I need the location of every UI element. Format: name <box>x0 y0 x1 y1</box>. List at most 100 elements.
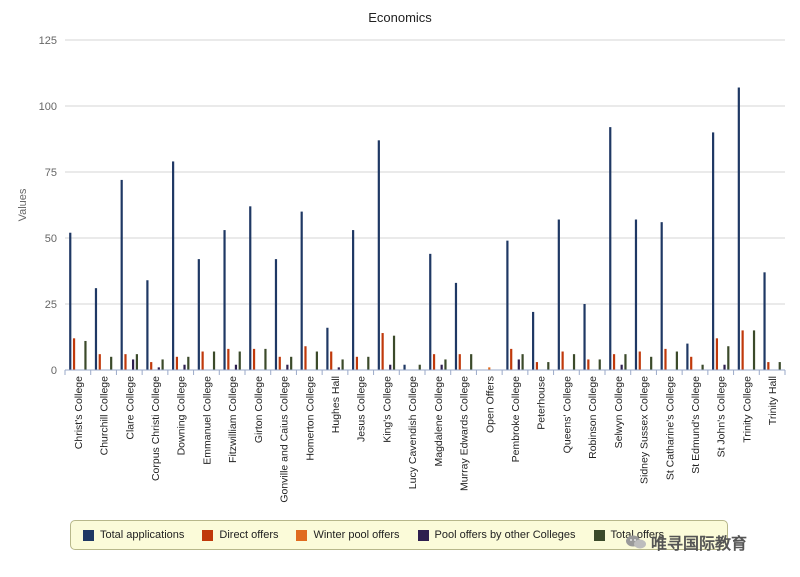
bar-total-applications[interactable] <box>583 304 586 370</box>
bar-total-applications[interactable] <box>763 272 766 370</box>
bar-direct-offers[interactable] <box>741 330 744 370</box>
bar-total-applications[interactable] <box>686 343 689 370</box>
bar-total-applications[interactable] <box>249 206 252 370</box>
bar-direct-offers[interactable] <box>278 356 281 370</box>
legend-item-total-applications[interactable]: Total applications <box>83 529 184 541</box>
bar-total-applications[interactable] <box>69 232 72 370</box>
bar-total-applications[interactable] <box>506 240 509 370</box>
bar-total-offers[interactable] <box>650 356 653 370</box>
bar-total-offers[interactable] <box>212 351 216 370</box>
bar-pool-offers-by-other-colleges[interactable] <box>723 364 726 370</box>
bar-total-offers[interactable] <box>675 351 678 370</box>
bar-pool-offers-by-other-colleges[interactable] <box>337 367 340 370</box>
bar-pool-offers-by-other-colleges[interactable] <box>517 359 520 370</box>
bar-direct-offers[interactable] <box>587 359 590 370</box>
bar-total-applications[interactable] <box>300 211 303 370</box>
bar-total-applications[interactable] <box>532 311 535 370</box>
bar-total-offers[interactable] <box>418 364 421 370</box>
bar-total-offers[interactable] <box>238 351 241 370</box>
bar-total-offers[interactable] <box>470 354 473 370</box>
bar-total-offers[interactable] <box>341 359 344 370</box>
bar-total-offers[interactable] <box>315 351 318 370</box>
bar-direct-offers[interactable] <box>767 362 770 370</box>
bar-total-applications[interactable] <box>609 127 612 371</box>
bar-direct-offers[interactable] <box>201 351 204 370</box>
bar-direct-offers[interactable] <box>612 354 616 370</box>
bar-total-applications[interactable] <box>223 230 226 370</box>
legend-item-winter-pool-offers[interactable]: Winter pool offers <box>296 529 400 541</box>
bar-total-applications[interactable] <box>120 179 123 370</box>
bar-direct-offers[interactable] <box>458 354 461 370</box>
bar-total-applications[interactable] <box>352 230 355 370</box>
bar-direct-offers[interactable] <box>124 354 127 370</box>
bar-pool-offers-by-other-colleges[interactable] <box>183 364 186 370</box>
bar-total-applications[interactable] <box>454 282 458 370</box>
bar-direct-offers[interactable] <box>150 362 153 370</box>
bar-direct-offers[interactable] <box>715 338 719 370</box>
bar-total-offers[interactable] <box>521 354 524 370</box>
bar-total-applications[interactable] <box>172 161 175 370</box>
bar-total-offers[interactable] <box>752 330 756 370</box>
bar-total-applications[interactable] <box>377 140 380 370</box>
bar-pool-offers-by-other-colleges[interactable] <box>234 364 238 370</box>
bar-direct-offers[interactable] <box>432 354 436 370</box>
bar-total-applications[interactable] <box>274 259 278 370</box>
bar-pool-offers-by-other-colleges[interactable] <box>286 364 289 370</box>
bar-total-applications[interactable] <box>197 259 200 370</box>
bar-total-applications[interactable] <box>94 288 98 370</box>
bar-direct-offers[interactable] <box>510 348 513 370</box>
bar-total-applications[interactable] <box>660 222 663 370</box>
bar-total-offers[interactable] <box>572 354 576 370</box>
bar-pool-offers-by-other-colleges[interactable] <box>131 359 135 370</box>
bar-total-applications[interactable] <box>737 87 740 371</box>
bar-direct-offers[interactable] <box>175 356 179 370</box>
bar-total-offers[interactable] <box>392 335 396 370</box>
bar-total-offers[interactable] <box>367 356 370 370</box>
bar-pool-offers-by-other-colleges[interactable] <box>389 364 392 370</box>
bar-total-offers[interactable] <box>701 364 704 370</box>
bar-direct-offers[interactable] <box>98 354 101 370</box>
bar-direct-offers[interactable] <box>664 348 667 370</box>
bar-total-applications[interactable] <box>557 219 560 370</box>
bar-total-applications[interactable] <box>326 327 329 370</box>
bar-total-offers[interactable] <box>110 356 113 370</box>
bar-pool-offers-by-other-colleges[interactable] <box>440 364 443 370</box>
bar-direct-offers[interactable] <box>535 362 539 370</box>
bar-direct-offers[interactable] <box>561 351 564 370</box>
bar-total-offers[interactable] <box>727 346 730 370</box>
bar-total-applications[interactable] <box>146 280 149 370</box>
legend-item-direct-offers[interactable]: Direct offers <box>202 529 278 541</box>
bar-total-applications[interactable] <box>429 253 432 370</box>
bar-total-offers[interactable] <box>264 348 267 370</box>
bar-direct-offers[interactable] <box>690 356 693 370</box>
bar-direct-offers[interactable] <box>227 348 230 370</box>
bar-total-offers[interactable] <box>187 356 190 370</box>
bar-total-offers[interactable] <box>135 354 138 370</box>
bar-direct-offers[interactable] <box>355 356 359 370</box>
legend-item-total-offers[interactable]: Total offers <box>593 529 664 541</box>
bar-direct-offers[interactable] <box>72 338 76 370</box>
bar-total-applications[interactable] <box>634 219 638 370</box>
bar-winter-pool-offers[interactable] <box>488 367 491 370</box>
bar-direct-offers[interactable] <box>252 348 256 370</box>
legend-item-pool-offers-other-colleges[interactable]: Pool offers by other Colleges <box>417 529 576 541</box>
bar-direct-offers[interactable] <box>638 351 641 370</box>
bar-direct-offers[interactable] <box>381 333 384 370</box>
bar-direct-offers[interactable] <box>304 346 307 370</box>
bar-total-offers[interactable] <box>84 340 87 370</box>
bar-pool-offers-by-other-colleges[interactable] <box>157 367 160 370</box>
bar-total-offers[interactable] <box>444 359 447 370</box>
bar-total-offers[interactable] <box>598 359 601 370</box>
bar-total-offers[interactable] <box>624 354 627 370</box>
bar-direct-offers[interactable] <box>330 351 333 370</box>
x-tick-label: Fitzwilliam College <box>227 376 239 463</box>
bar-total-offers[interactable] <box>290 356 293 370</box>
bar-total-offers[interactable] <box>547 362 550 370</box>
y-tick-label: 25 <box>45 299 57 311</box>
bar-total-offers[interactable] <box>778 362 781 370</box>
bar-total-offers[interactable] <box>161 359 164 370</box>
bar-total-applications[interactable] <box>403 364 406 370</box>
bar-total-applications[interactable] <box>712 132 715 370</box>
bar-pool-offers-by-other-colleges[interactable] <box>620 364 623 370</box>
